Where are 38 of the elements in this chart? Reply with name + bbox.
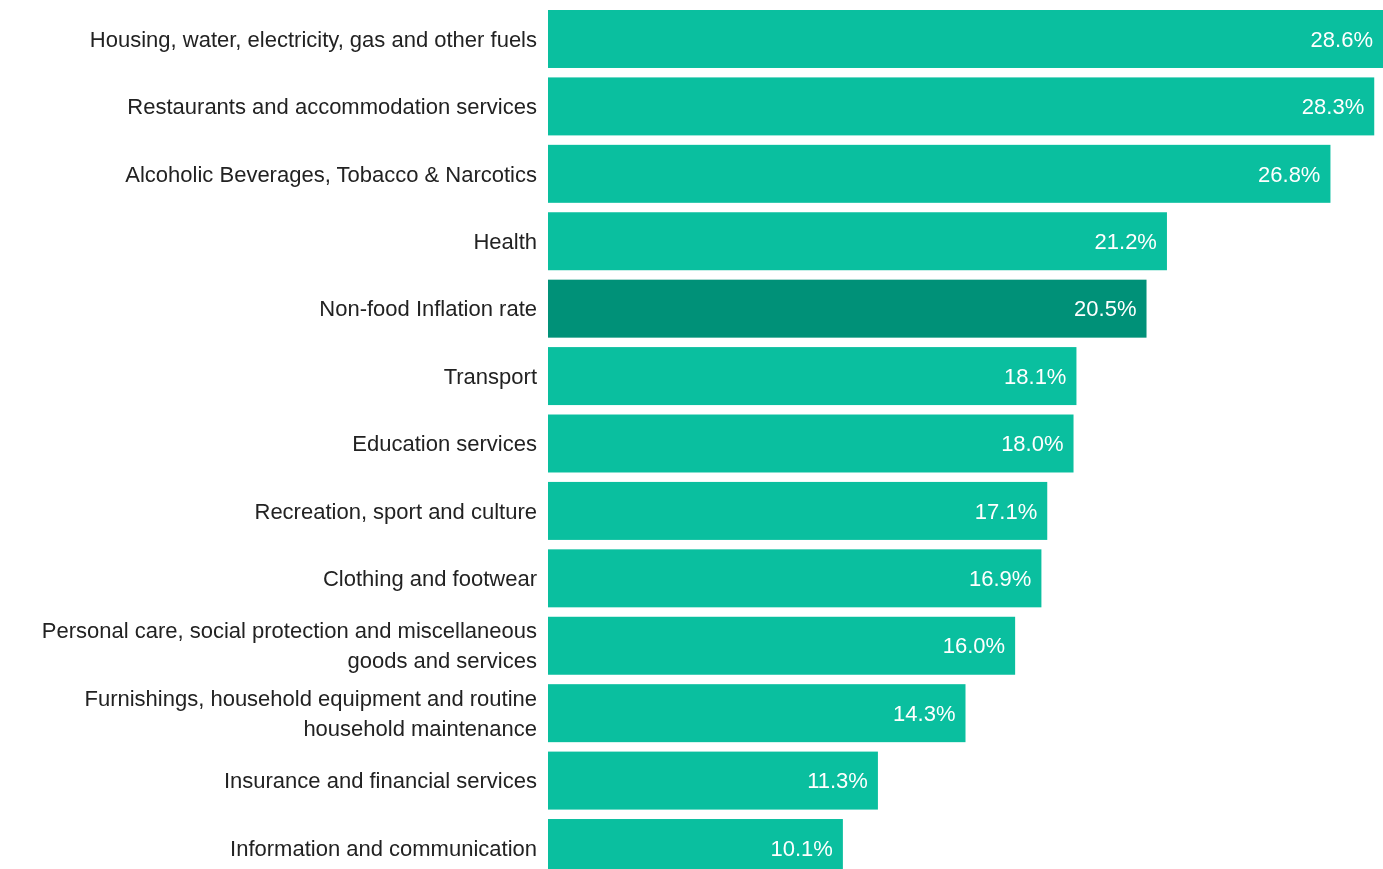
data-label: 26.8% [1258,161,1321,187]
data-label: 11.3% [807,768,868,794]
data-label: 10.1% [770,835,833,861]
y-tick-label: Education services [352,431,537,457]
data-label: 21.2% [1094,228,1157,254]
bar [548,751,878,810]
bar [548,77,1375,136]
y-tick-label: Health [473,228,537,254]
y-tick-label: Recreation, sport and culture [254,498,537,524]
bar [548,684,966,743]
bar [548,144,1331,203]
bar [548,279,1147,338]
bar [548,414,1074,473]
y-tick-label: Personal care, social protection and miscellaneous goods and services [41,618,537,674]
y-tick-label: Furnishings, household equipment and routine household maintenance [84,685,537,741]
data-label: 16.9% [969,566,1032,592]
data-label: 28.3% [1301,94,1365,120]
data-label: 28.6% [1310,26,1373,52]
data-label: 18.0% [1001,431,1064,457]
y-tick-label: Insurance and financial services [223,768,537,794]
data-label: 14.3% [893,700,956,726]
y-tick-label: Restaurants and accommodation services [127,94,537,120]
data-label: 17.1% [974,498,1038,524]
bar [548,212,1167,271]
data-label: 20.5% [1074,296,1137,322]
y-tick-label: Transport [443,363,537,389]
bar [548,616,1016,675]
y-tick-label: Non-food Inflation rate [319,296,537,322]
y-tick-label: Clothing and footwear [322,566,537,592]
y-tick-label: Housing, water, electricity, gas and other fuels [89,26,537,52]
bar [548,10,1383,68]
data-label: 18.1% [1004,363,1067,389]
data-label: 16.0% [942,633,1006,659]
y-tick-label: Alcoholic Beverages, Tobacco & Narcotics [125,161,537,187]
bar [548,549,1042,608]
y-tick-label: Information and communication [230,835,537,861]
bar [548,347,1077,406]
bar [548,481,1048,540]
